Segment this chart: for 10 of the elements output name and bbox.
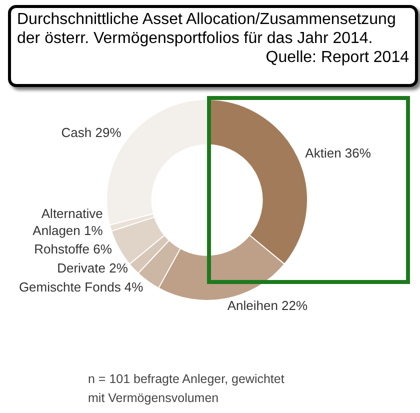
slice-label: Derivate 2% bbox=[57, 260, 128, 276]
slice-label: Gemischte Fonds 4% bbox=[18, 279, 144, 294]
slice-label: Rohstoffe 6% bbox=[34, 241, 112, 256]
slice-label: Anleihen 22% bbox=[227, 298, 308, 314]
source-note: Quelle: Report 2014 bbox=[264, 48, 409, 67]
slice-label: Alternative Anlagen 1% bbox=[32, 206, 104, 238]
chart-title: Durchschnittliche Asset Allocation/Zusammensetzung der österr. Vermögensportfolios für das Jahr 2014. bbox=[17, 10, 397, 48]
text: n = 101 befragte Anleger, gewichtet mit Vermögensvolumen bbox=[88, 371, 286, 407]
slice-label: Cash 29% bbox=[61, 125, 122, 140]
slice-label: Aktien 36% bbox=[305, 145, 372, 160]
